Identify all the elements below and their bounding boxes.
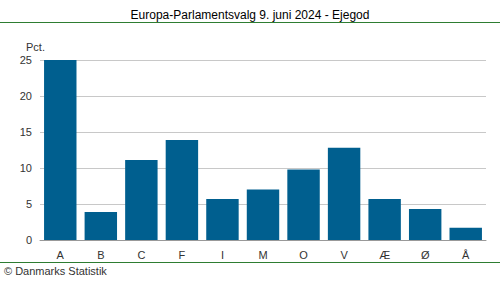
svg-text:25: 25 xyxy=(20,54,32,66)
svg-text:M: M xyxy=(258,249,267,261)
svg-text:0: 0 xyxy=(26,234,32,246)
svg-text:F: F xyxy=(179,249,186,261)
svg-text:Pct.: Pct. xyxy=(26,41,45,53)
svg-text:O: O xyxy=(299,249,308,261)
svg-text:Europa-Parlamentsvalg 9. juni: Europa-Parlamentsvalg 9. juni 2024 - Eje… xyxy=(131,8,370,22)
svg-text:15: 15 xyxy=(20,126,32,138)
svg-text:Å: Å xyxy=(462,249,470,261)
svg-text:Ø: Ø xyxy=(421,249,430,261)
svg-text:B: B xyxy=(97,249,104,261)
svg-text:20: 20 xyxy=(20,90,32,102)
svg-text:V: V xyxy=(340,249,348,261)
svg-text:I: I xyxy=(221,249,224,261)
svg-text:A: A xyxy=(57,249,65,261)
svg-text:Æ: Æ xyxy=(379,249,390,261)
svg-text:10: 10 xyxy=(20,162,32,174)
svg-text:5: 5 xyxy=(26,198,32,210)
svg-text:C: C xyxy=(137,249,145,261)
svg-text:© Danmarks Statistik: © Danmarks Statistik xyxy=(4,265,107,277)
